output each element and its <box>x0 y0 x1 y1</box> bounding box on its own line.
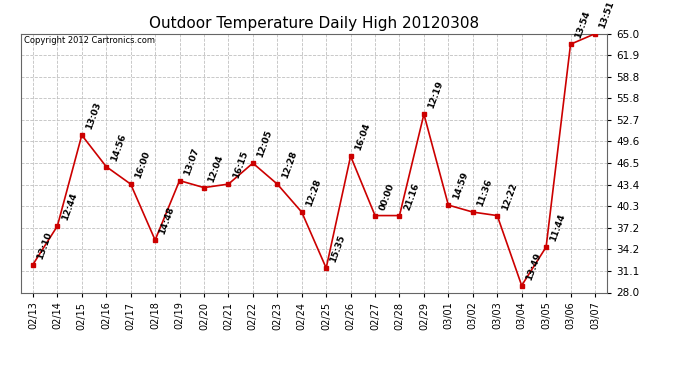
Text: 12:28: 12:28 <box>280 150 298 180</box>
Text: 12:05: 12:05 <box>255 129 274 159</box>
Text: 00:00: 00:00 <box>378 182 396 212</box>
Text: 11:44: 11:44 <box>549 213 567 243</box>
Text: 13:07: 13:07 <box>182 147 201 177</box>
Text: 16:00: 16:00 <box>133 150 152 180</box>
Text: 13:51: 13:51 <box>598 0 616 30</box>
Text: 12:19: 12:19 <box>426 80 445 110</box>
Text: 13:03: 13:03 <box>85 101 103 131</box>
Text: 16:04: 16:04 <box>353 122 372 152</box>
Text: 13:49: 13:49 <box>524 251 543 281</box>
Text: 21:16: 21:16 <box>402 182 420 212</box>
Text: 12:04: 12:04 <box>207 153 225 183</box>
Text: 15:35: 15:35 <box>329 234 347 264</box>
Text: 14:48: 14:48 <box>158 206 176 236</box>
Text: 14:56: 14:56 <box>109 132 127 162</box>
Text: 13:54: 13:54 <box>573 10 591 40</box>
Title: Outdoor Temperature Daily High 20120308: Outdoor Temperature Daily High 20120308 <box>149 16 479 31</box>
Text: 12:22: 12:22 <box>500 182 518 212</box>
Text: 12:44: 12:44 <box>60 192 79 222</box>
Text: 16:15: 16:15 <box>231 150 250 180</box>
Text: Copyright 2012 Cartronics.com: Copyright 2012 Cartronics.com <box>23 36 155 45</box>
Text: 13:10: 13:10 <box>36 231 54 260</box>
Text: 14:59: 14:59 <box>451 171 469 201</box>
Text: 11:36: 11:36 <box>475 178 494 208</box>
Text: 12:28: 12:28 <box>304 178 323 208</box>
